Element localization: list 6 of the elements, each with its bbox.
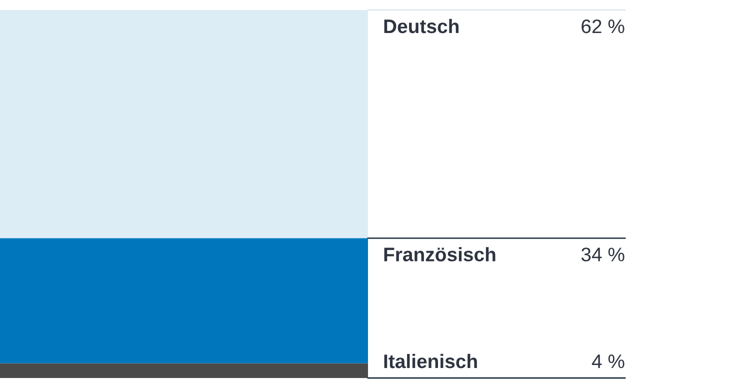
series-label: Italienisch xyxy=(384,354,477,368)
data-label: 62 % xyxy=(582,19,624,34)
series-label: Deutsch xyxy=(384,18,459,34)
series-label: Französisch xyxy=(384,247,496,262)
data-label: 4 % xyxy=(592,354,624,368)
data-label: 34 % xyxy=(581,248,624,262)
